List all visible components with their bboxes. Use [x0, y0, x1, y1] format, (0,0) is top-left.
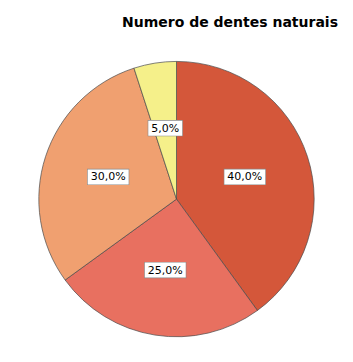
svg-text:5,0%: 5,0% [151, 122, 179, 135]
svg-text:Numero de dentes naturais: Numero de dentes naturais [122, 14, 338, 30]
svg-text:40,0%: 40,0% [227, 170, 262, 183]
svg-text:25,0%: 25,0% [148, 264, 183, 277]
svg-text:30,0%: 30,0% [91, 170, 126, 183]
